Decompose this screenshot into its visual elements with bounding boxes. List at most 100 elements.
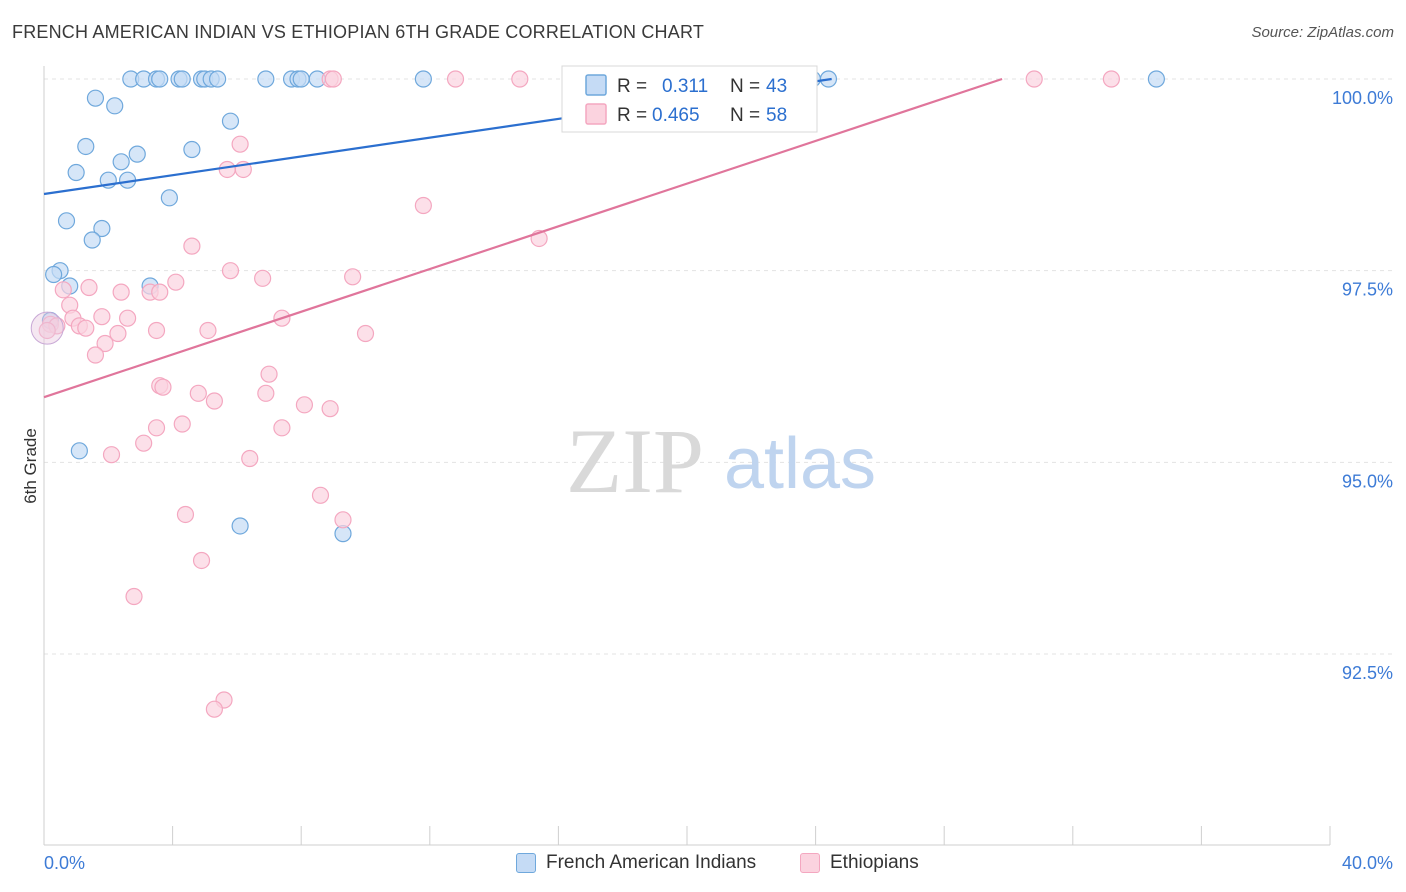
data-point: [112, 153, 130, 171]
data-point: [1025, 70, 1043, 88]
data-point: [292, 70, 310, 88]
data-point: [93, 308, 111, 326]
data-point: [205, 392, 223, 410]
data-point: [221, 262, 240, 280]
data-point: [118, 309, 137, 327]
data-point: [151, 283, 169, 301]
data-point: [30, 311, 64, 345]
legend-r-value-ethiopian: 0.465: [652, 105, 700, 126]
data-point: [96, 334, 114, 353]
legend-bottom: French American Indians Ethiopians: [0, 852, 1406, 878]
data-point: [321, 400, 339, 418]
data-point: [241, 449, 259, 468]
data-point: [189, 384, 207, 402]
data-point: [173, 70, 191, 88]
data-point: [45, 265, 63, 284]
legend-r-value-french: 0.311: [662, 76, 708, 97]
data-point: [167, 273, 185, 291]
data-point: [254, 269, 272, 287]
legend-top: R = 0.311 N = 43 R = 0.465 N = 58: [561, 65, 818, 133]
data-point: [67, 163, 85, 182]
x-tick-labels: 0.0% 40.0%: [44, 853, 1393, 873]
data-point: [334, 511, 352, 529]
x-tick-label: 40.0%: [1342, 853, 1393, 873]
data-point: [295, 396, 314, 414]
data-point: [257, 70, 275, 88]
data-point: [135, 434, 153, 452]
data-point: [86, 89, 105, 107]
data-point: [176, 505, 195, 524]
watermark: ZIP atlas: [566, 410, 876, 512]
data-point: [151, 70, 169, 88]
y-tick-labels: 92.5% 95.0% 97.5% 100.0%: [1332, 88, 1393, 683]
data-point: [192, 551, 211, 570]
legend-n-label: N =: [730, 76, 760, 97]
data-point: [147, 419, 166, 437]
data-point: [77, 319, 95, 337]
trend-lines: [43, 77, 1003, 399]
data-point: [125, 587, 143, 606]
data-point: [86, 346, 105, 364]
data-point: [257, 384, 275, 402]
legend-swatch: [800, 853, 820, 873]
data-point: [93, 219, 111, 238]
data-point: [109, 324, 127, 343]
data-point: [173, 415, 191, 433]
data-point: [205, 700, 223, 718]
data-point: [183, 237, 201, 255]
data-point: [160, 189, 178, 207]
data-point: [311, 486, 330, 504]
data-point: [446, 70, 465, 88]
y-tick-label: 95.0%: [1342, 471, 1393, 491]
data-point: [112, 283, 130, 301]
data-point: [273, 419, 291, 437]
data-point: [260, 365, 278, 383]
data-point: [83, 231, 101, 249]
legend-swatch-french: [585, 74, 607, 96]
data-points: [30, 70, 1165, 718]
watermark-zip: ZIP: [566, 410, 704, 512]
legend-n-value-ethiopian: 58: [766, 105, 787, 126]
legend-swatch-ethiopian: [585, 103, 607, 125]
data-point: [356, 324, 375, 343]
data-point: [209, 70, 227, 88]
data-point: [70, 442, 88, 460]
data-point: [38, 321, 56, 340]
axes: [43, 66, 1331, 846]
source-label: Source: ZipAtlas.com: [1251, 24, 1394, 41]
legend-n-value-french: 43: [766, 76, 787, 97]
legend-n-label: N =: [730, 105, 760, 126]
data-point: [154, 378, 172, 396]
y-tick-label: 100.0%: [1332, 88, 1393, 108]
data-point: [57, 212, 76, 230]
data-point: [344, 268, 362, 286]
legend-label-ethiopian: Ethiopians: [830, 852, 919, 873]
y-tick-label: 97.5%: [1342, 280, 1393, 300]
data-point: [102, 446, 121, 464]
data-point: [1102, 70, 1120, 88]
data-point: [80, 278, 98, 297]
legend-swatch: [516, 853, 536, 873]
data-point: [414, 70, 432, 88]
data-point: [183, 140, 201, 159]
data-point: [218, 160, 236, 179]
watermark-atlas: atlas: [724, 424, 876, 504]
data-point: [54, 281, 72, 299]
data-point: [231, 517, 249, 535]
legend-item-french: French American Indians: [516, 852, 756, 874]
data-point: [147, 321, 166, 340]
legend-label-french: French American Indians: [546, 852, 757, 873]
legend-r-label: R =: [617, 105, 647, 126]
legend-item-ethiopian: Ethiopians: [800, 852, 919, 874]
data-point: [1147, 70, 1165, 88]
data-point: [511, 70, 529, 88]
data-point: [106, 97, 124, 115]
trend-line-ethiopian: [43, 77, 1003, 399]
data-point: [128, 145, 146, 163]
data-point: [231, 135, 249, 153]
legend-r-label: R =: [617, 76, 647, 97]
y-tick-label: 92.5%: [1342, 663, 1393, 683]
data-point: [324, 70, 342, 88]
y-axis-label: 6th Grade: [21, 428, 40, 504]
x-tick-label: 0.0%: [44, 853, 85, 873]
